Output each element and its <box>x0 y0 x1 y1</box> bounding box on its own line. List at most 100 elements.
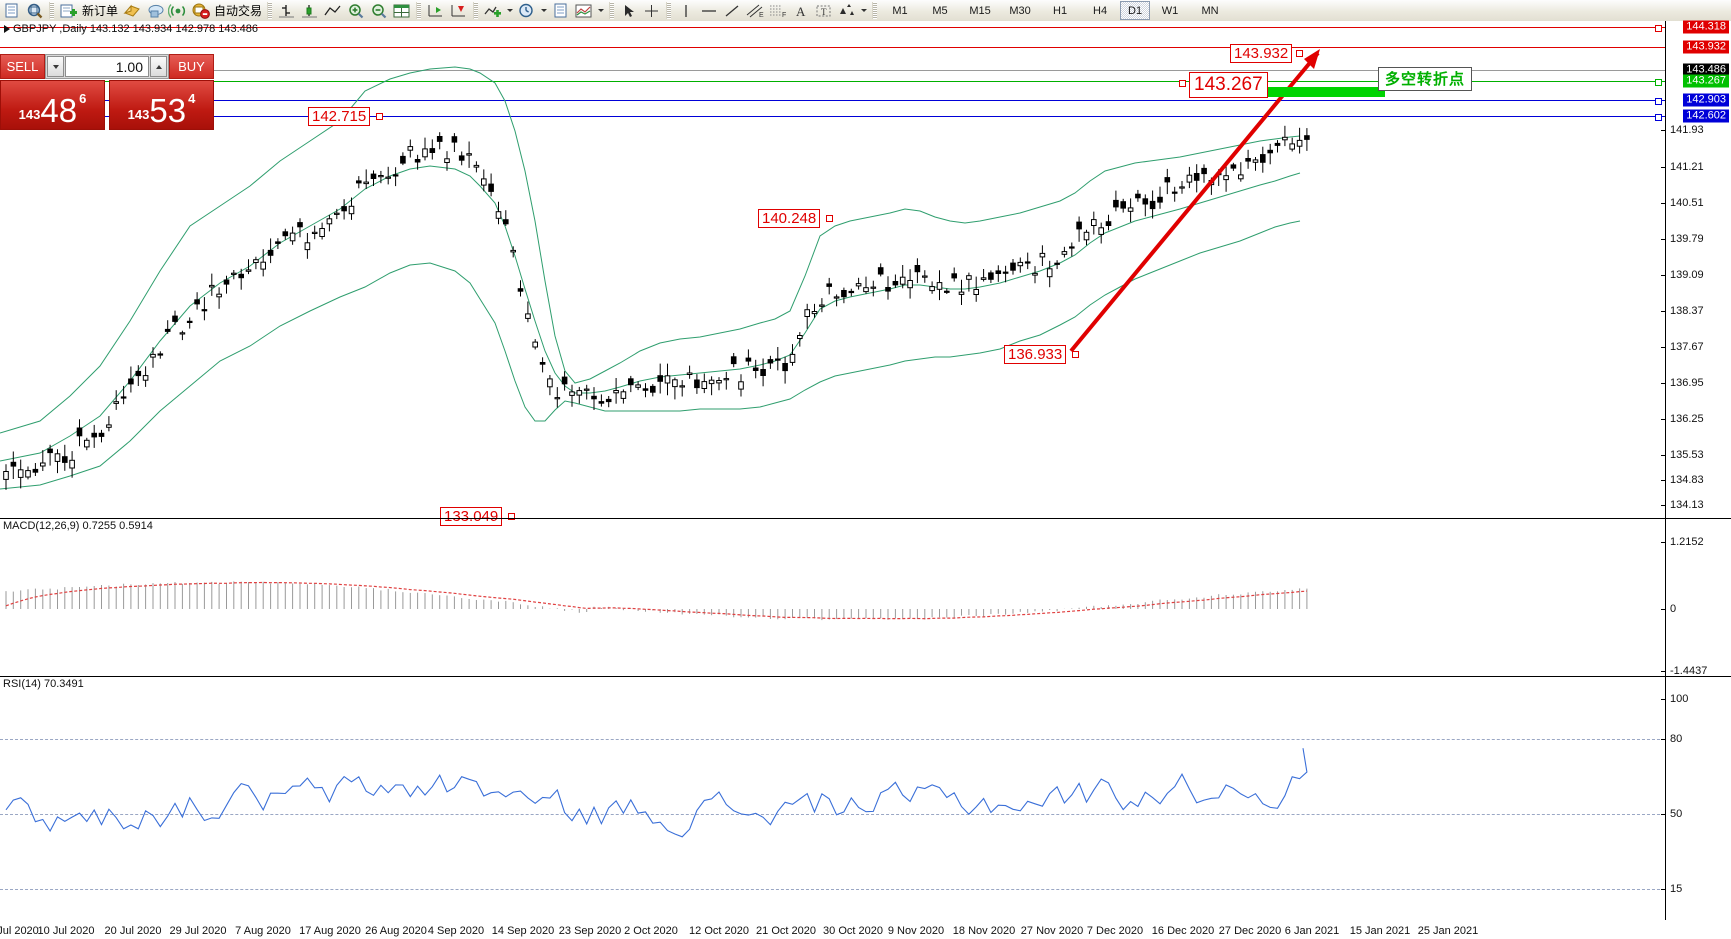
octp-top-row: SELL 1.00 BUY <box>0 54 214 79</box>
line-chart-icon[interactable] <box>321 1 344 20</box>
indicators-dropdown-arrow[interactable] <box>504 1 515 20</box>
new-order-icon[interactable] <box>57 1 80 20</box>
date-tick-label: 27 Nov 2020 <box>1020 925 1084 937</box>
fibonacci-icon[interactable]: F <box>766 1 789 20</box>
volume-decrement-button[interactable] <box>47 56 64 77</box>
vertical-line-icon[interactable] <box>674 1 697 20</box>
timeframe-m15[interactable]: M15 <box>969 4 991 17</box>
level-line-142602[interactable] <box>0 116 1665 117</box>
text-label-icon[interactable]: T <box>812 1 835 20</box>
annotation-handle[interactable] <box>1179 80 1186 87</box>
trendline-icon[interactable] <box>720 1 743 20</box>
annotation-133049[interactable]: 133.049 <box>440 507 503 526</box>
annotation-handle[interactable] <box>376 113 383 120</box>
level-line-143486[interactable] <box>0 70 1665 71</box>
chart-area[interactable]: 141.93 141.21 140.51 139.79 139.09 138.3… <box>0 20 1731 939</box>
market-watch-icon[interactable] <box>23 1 46 20</box>
level-line-142903[interactable] <box>0 100 1665 101</box>
auto-scroll-icon[interactable] <box>447 1 470 20</box>
level-line-144318[interactable] <box>0 27 1665 28</box>
buy-price-prefix: 143 <box>127 107 150 122</box>
annotation-handle[interactable] <box>1296 50 1303 57</box>
price-tick <box>1661 275 1665 276</box>
price-tick-label: 140.51 <box>1670 197 1704 209</box>
volume-increment-button[interactable] <box>150 56 167 77</box>
crosshair-icon[interactable] <box>640 1 663 20</box>
annotation-handle[interactable] <box>826 215 833 222</box>
autotrading-icon[interactable] <box>189 1 212 20</box>
buy-button[interactable]: 143 53 4 <box>109 80 214 130</box>
macd-tick <box>1661 609 1665 610</box>
period-icon[interactable] <box>515 1 538 20</box>
level-handle[interactable] <box>1655 79 1662 86</box>
price-tag-143267: 143.267 <box>1683 74 1729 88</box>
date-tick-label: 29 Jul 2020 <box>169 925 227 937</box>
price-tick-label: 139.09 <box>1670 269 1704 281</box>
annotation-136933[interactable]: 136.933 <box>1004 345 1067 364</box>
date-tick-label: 25 Jan 2021 <box>1417 925 1479 937</box>
sell-label[interactable]: SELL <box>0 54 45 79</box>
shapes-dropdown-arrow[interactable] <box>858 1 869 20</box>
toolbar-separator <box>609 2 615 19</box>
autotrading-label[interactable]: 自动交易 <box>214 4 263 18</box>
timeframe-w1[interactable]: W1 <box>1161 4 1179 17</box>
price-tick <box>1661 347 1665 348</box>
period-dropdown-arrow[interactable] <box>538 1 549 20</box>
text-icon[interactable]: A <box>789 1 812 20</box>
macd-tick-label: 0 <box>1670 603 1677 615</box>
new-order-label[interactable]: 新订单 <box>82 4 119 18</box>
timeframe-h4[interactable]: H4 <box>1093 4 1108 17</box>
timeframe-m30[interactable]: M30 <box>1009 4 1031 17</box>
zoom-in-icon[interactable] <box>344 1 367 20</box>
templates-icon[interactable] <box>572 1 595 20</box>
expert-advisors-icon[interactable] <box>120 1 143 20</box>
level-line-143932[interactable] <box>0 47 1665 48</box>
volume-input[interactable]: 1.00 <box>65 56 149 77</box>
buy-label[interactable]: BUY <box>169 54 214 79</box>
annotation-handle[interactable] <box>1072 351 1079 358</box>
price-panel[interactable]: 141.93 141.21 140.51 139.79 139.09 138.3… <box>0 20 1731 526</box>
annotation-140248[interactable]: 140.248 <box>758 209 821 228</box>
rsi-level-15 <box>0 889 1665 890</box>
tile-windows-icon[interactable] <box>390 1 413 20</box>
level-handle[interactable] <box>1655 98 1662 105</box>
timeframe-h1[interactable]: H1 <box>1053 4 1068 17</box>
horizontal-line-icon[interactable] <box>697 1 720 20</box>
data-center-icon[interactable] <box>143 1 166 20</box>
date-tick-label: 12 Oct 2020 <box>689 925 749 937</box>
sell-button[interactable]: 143 48 6 <box>0 80 105 130</box>
annotation-142715[interactable]: 142.715 <box>308 107 371 126</box>
timeframe-m5[interactable]: M5 <box>932 4 948 17</box>
annotation-143267[interactable]: 143.267 <box>1189 72 1268 98</box>
timeframe-d1[interactable]: D1 <box>1120 1 1151 20</box>
equidistant-channel-icon[interactable]: E <box>743 1 766 20</box>
zoom-out-icon[interactable] <box>367 1 390 20</box>
chart-shift-icon[interactable] <box>424 1 447 20</box>
date-tick-label: 6 Jan 2021 <box>1284 925 1340 937</box>
level-handle[interactable] <box>1655 114 1662 121</box>
macd-tick <box>1661 542 1665 543</box>
indicators-icon[interactable] <box>481 1 504 20</box>
cursor-icon[interactable] <box>617 1 640 20</box>
shapes-icon[interactable] <box>835 1 858 20</box>
terminal-icon[interactable] <box>0 1 23 20</box>
date-tick-label: 23 Sep 2020 <box>558 925 622 937</box>
date-tick-label: 7 Aug 2020 <box>235 925 291 937</box>
annotation-handle[interactable] <box>508 513 515 520</box>
bar-chart-icon[interactable] <box>275 1 298 20</box>
timeframe-mn[interactable]: MN <box>1201 4 1219 17</box>
volume-stepper[interactable]: 1.00 <box>45 54 169 79</box>
candlestick-chart-icon[interactable] <box>298 1 321 20</box>
level-line-143267[interactable] <box>0 81 1665 82</box>
annotation-turning-point[interactable]: 多空转折点 <box>1378 67 1473 91</box>
macd-panel[interactable]: MACD(12,26,9) 0.7255 0.5914 1.2152 0 -1.… <box>0 519 1731 677</box>
level-handle[interactable] <box>1655 25 1662 32</box>
templates-dropdown-arrow[interactable] <box>595 1 606 20</box>
rsi-panel[interactable]: RSI(14) 70.3491 100 80 50 15 <box>0 677 1731 920</box>
annotation-143932[interactable]: 143.932 <box>1230 44 1293 63</box>
signals-icon[interactable] <box>166 1 189 20</box>
templates-list-icon[interactable] <box>549 1 572 20</box>
one-click-trading-panel[interactable]: SELL 1.00 BUY 143 48 6 143 53 4 <box>0 54 214 130</box>
timeframe-m1[interactable]: M1 <box>892 4 908 17</box>
macd-label: MACD(12,26,9) 0.7255 0.5914 <box>3 520 153 532</box>
